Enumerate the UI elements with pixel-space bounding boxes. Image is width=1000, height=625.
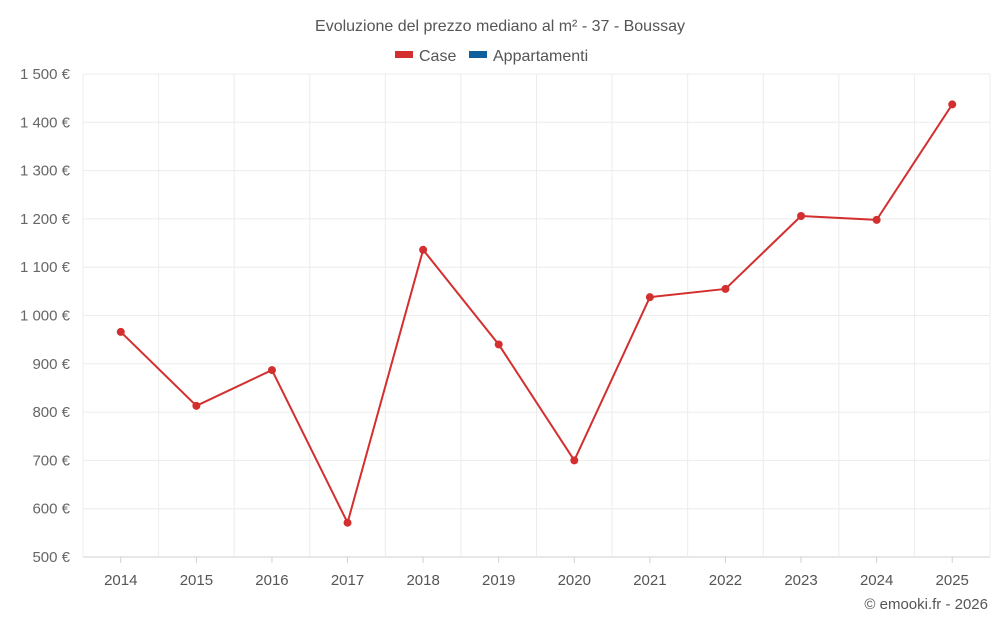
x-tick-label: 2022 — [709, 572, 742, 589]
x-tick-label: 2025 — [936, 572, 969, 589]
y-tick-label: 600 € — [32, 501, 70, 518]
chart-title: Evoluzione del prezzo mediano al m² - 37… — [315, 18, 685, 35]
x-tick-label: 2024 — [860, 572, 893, 589]
y-tick-label: 1 400 € — [20, 114, 71, 131]
y-tick-label: 700 € — [32, 452, 70, 469]
legend-swatch-case — [395, 51, 413, 58]
credit-text: © emooki.fr - 2026 — [864, 596, 988, 613]
x-tick-label: 2023 — [784, 572, 817, 589]
x-tick-label: 2017 — [331, 572, 364, 589]
y-axis-ticks: 500 € 600 € 700 € 800 € 900 € 1 000 € 1 100 € 1… — [20, 66, 71, 566]
data-point[interactable] — [267, 366, 276, 375]
data-point[interactable] — [721, 284, 730, 293]
x-tick-label: 2020 — [558, 572, 591, 589]
x-axis-ticks: 2014 2015 2016 2017 2018 2019 2020 2021 2022 2023… — [104, 557, 969, 589]
y-tick-label: 900 € — [32, 356, 70, 373]
data-point[interactable] — [570, 456, 579, 465]
data-point[interactable] — [116, 327, 125, 336]
y-tick-label: 1 300 € — [20, 163, 71, 180]
series-layer — [116, 100, 957, 527]
data-point[interactable] — [797, 212, 806, 221]
x-tick-label: 2021 — [633, 572, 666, 589]
data-point[interactable] — [645, 293, 654, 302]
data-point[interactable] — [948, 100, 957, 109]
legend-label-appartamenti: Appartamenti — [493, 48, 588, 65]
x-tick-label: 2015 — [180, 572, 213, 589]
x-tick-label: 2014 — [104, 572, 137, 589]
y-tick-label: 800 € — [32, 404, 70, 421]
grid — [82, 73, 991, 558]
data-point[interactable] — [872, 215, 881, 224]
legend-item-case[interactable]: Case — [395, 48, 456, 65]
legend-item-appartamenti[interactable]: Appartamenti — [469, 48, 588, 65]
x-tick-label: 2018 — [406, 572, 439, 589]
y-tick-label: 500 € — [32, 549, 70, 566]
data-point[interactable] — [192, 401, 201, 410]
y-tick-label: 1 200 € — [20, 211, 71, 228]
data-point[interactable] — [494, 340, 503, 349]
data-point[interactable] — [343, 518, 352, 527]
series-line-case — [120, 103, 954, 524]
legend-label-case: Case — [419, 48, 456, 65]
y-tick-label: 1 000 € — [20, 308, 71, 325]
x-tick-label: 2016 — [255, 572, 288, 589]
legend: Case Appartamenti — [395, 48, 588, 65]
data-point[interactable] — [419, 245, 428, 254]
y-tick-label: 1 500 € — [20, 66, 71, 83]
y-tick-label: 1 100 € — [20, 259, 71, 276]
legend-swatch-appartamenti — [469, 51, 487, 58]
x-tick-label: 2019 — [482, 572, 515, 589]
